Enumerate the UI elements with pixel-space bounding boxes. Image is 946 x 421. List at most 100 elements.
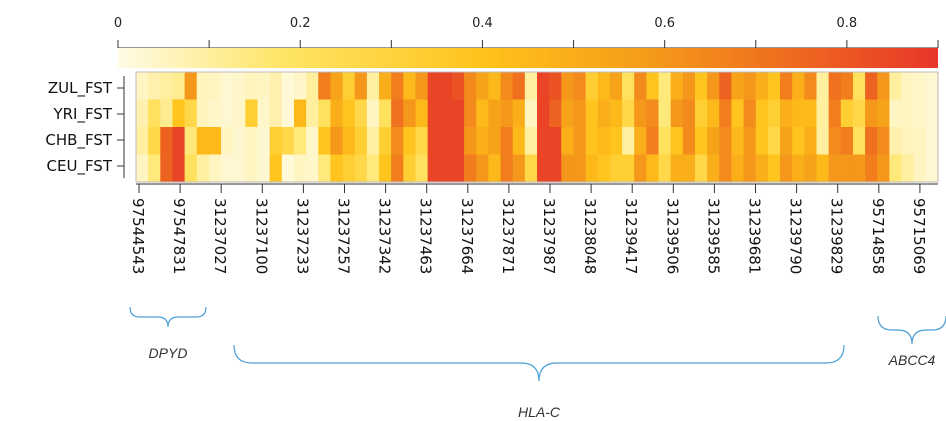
row-label: YRI_FST (52, 105, 112, 124)
heatmap-cell (245, 72, 259, 101)
heatmap-cell (306, 72, 319, 101)
heatmap-cell (852, 127, 866, 156)
heatmap-cell (828, 72, 842, 101)
heatmap-cell (877, 72, 890, 101)
heatmap-cell (561, 154, 575, 183)
heatmap-cell (670, 127, 684, 156)
heatmap-cell (755, 99, 769, 128)
heatmap-cell (622, 127, 635, 156)
heatmap-cell (403, 72, 417, 101)
heatmap-cell (512, 72, 526, 101)
heatmap-cell (634, 154, 647, 183)
heatmap-cell (512, 154, 526, 183)
heatmap-cell (488, 154, 502, 183)
heatmap-cell (585, 154, 599, 183)
heatmap-cell (561, 127, 575, 156)
heatmap-cell (451, 154, 465, 183)
heatmap-cell (646, 72, 660, 101)
heatmap-cell (184, 72, 198, 101)
heatmap-cell (184, 154, 198, 183)
heatmap-cell (780, 72, 793, 101)
column-label: 31238048 (581, 198, 599, 274)
heatmap-cell (670, 99, 684, 128)
heatmap-cell (379, 72, 392, 101)
heatmap-cell (415, 99, 429, 128)
heatmap-cell (196, 99, 210, 128)
heatmap-cells (135, 71, 939, 183)
heatmap-cell (792, 154, 805, 183)
heatmap-cell (221, 127, 234, 156)
heatmap-cell (464, 99, 477, 128)
heatmap-cell (427, 99, 441, 128)
heatmap-cell (233, 154, 246, 183)
heatmap-cell (840, 127, 854, 156)
heatmap-cell (172, 127, 186, 156)
heatmap-cell (804, 99, 818, 128)
heatmap-cell (391, 72, 404, 101)
column-label: 31239829 (828, 198, 846, 274)
heatmap-cell (719, 99, 733, 128)
heatmap-cell (828, 154, 842, 183)
gene-label: DPYD (149, 345, 188, 361)
gene-bracket (877, 315, 946, 345)
heatmap-cell (330, 99, 344, 128)
heatmap-cell (537, 72, 550, 101)
heatmap-cell (731, 127, 745, 156)
heatmap-cell (281, 72, 295, 101)
heatmap-cell (877, 99, 890, 128)
heatmap-cell (379, 99, 392, 128)
heatmap-cell (512, 99, 526, 128)
heatmap-cell (743, 72, 757, 101)
heatmap-cell (658, 127, 672, 156)
heatmap-cell (488, 99, 502, 128)
heatmap-cell (719, 154, 733, 183)
heatmap-cell (816, 127, 830, 156)
heatmap-cell (476, 72, 489, 101)
heatmap-cell (597, 99, 611, 128)
heatmap-cell (330, 72, 344, 101)
color-scale-bar (118, 48, 938, 68)
heatmap-cell (646, 154, 660, 183)
heatmap-border (135, 71, 939, 183)
heatmap-cell (354, 154, 368, 183)
heatmap-cell (877, 127, 890, 156)
heatmap-cell (196, 72, 210, 101)
heatmap-cell (549, 99, 562, 128)
heatmap-cell (622, 154, 635, 183)
heatmap-cell (172, 99, 186, 128)
heatmap-cell (391, 127, 404, 156)
heatmap-cell (269, 72, 283, 101)
heatmap-cell (451, 99, 465, 128)
heatmap-cell (925, 99, 939, 128)
heatmap-cell (524, 154, 538, 183)
heatmap-cell (208, 99, 222, 128)
heatmap-cell (731, 99, 745, 128)
heatmap-cell (403, 127, 417, 156)
gene-bracket (233, 344, 845, 382)
column-label: 31237664 (458, 198, 476, 274)
heatmap-cell (865, 127, 878, 156)
scale-tick-label: 0 (114, 16, 122, 31)
heatmap-cell (415, 72, 429, 101)
heatmap-cell (767, 99, 781, 128)
heatmap-cell (889, 127, 903, 156)
heatmap-cell (148, 154, 161, 183)
heatmap-cell (646, 99, 660, 128)
column-label: 31237871 (499, 198, 517, 274)
heatmap-cell (840, 154, 854, 183)
heatmap-cell (184, 99, 198, 128)
heatmap-cell (354, 99, 368, 128)
heatmap-cell (464, 127, 477, 156)
heatmap-cell (719, 127, 733, 156)
heatmap-cell (318, 127, 332, 156)
heatmap-cell (342, 127, 356, 156)
heatmap-cell (524, 72, 538, 101)
heatmap-cell (306, 154, 319, 183)
color-scale: 0 0.2 0.4 0.6 0.8 (114, 16, 939, 68)
heatmap-cell (549, 127, 562, 156)
heatmap-cell (451, 127, 465, 156)
heatmap-cell (366, 154, 380, 183)
heatmap-cell (366, 127, 380, 156)
heatmap-cell (792, 72, 805, 101)
